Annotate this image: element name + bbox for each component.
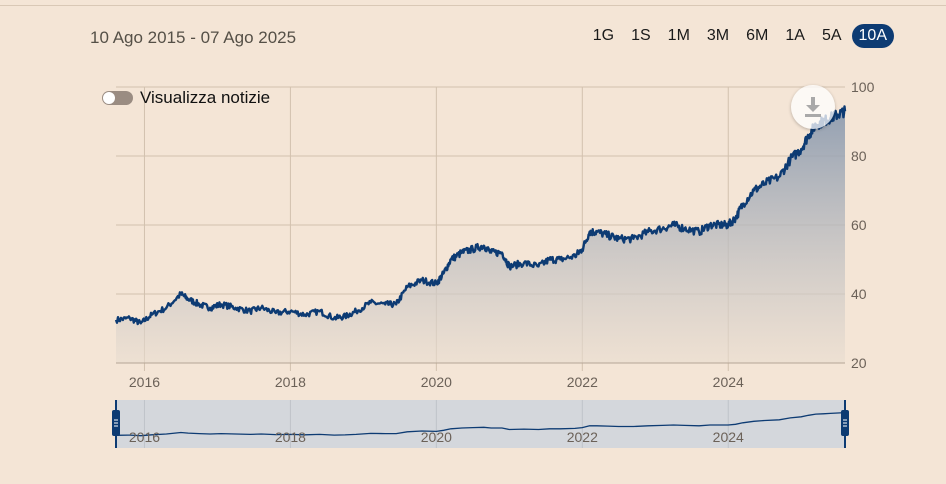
navigator-line — [115, 411, 846, 437]
y-tick-label: 40 — [851, 286, 867, 302]
navigator-tick-label: 2016 — [129, 429, 160, 445]
x-tick-label: 2020 — [421, 374, 452, 390]
y-axis-labels: 20 40 60 80 100 — [851, 79, 875, 371]
download-button[interactable] — [791, 85, 835, 129]
download-icon — [805, 97, 821, 117]
price-area-fill — [116, 106, 845, 364]
range-tab-5a[interactable]: 5A — [821, 27, 842, 44]
x-tick-label: 2016 — [129, 374, 160, 390]
range-tab-1s[interactable]: 1S — [631, 27, 651, 44]
range-tab-1m[interactable]: 1M — [667, 27, 690, 44]
navigator-handle-left[interactable] — [112, 400, 120, 448]
price-line — [114, 105, 847, 326]
navigator-gridlines — [143, 400, 729, 448]
navigator-tick-label: 2018 — [275, 429, 306, 445]
navigator-background[interactable] — [116, 400, 845, 448]
toggle-switch[interactable] — [102, 91, 133, 105]
x-axis-labels: 2016 2018 2020 2022 2024 — [129, 374, 744, 390]
navigator-tick-label: 2024 — [713, 429, 744, 445]
y-tick-label: 60 — [851, 217, 867, 233]
y-tick-label: 80 — [851, 148, 867, 164]
navigator-labels: 2016 2018 2020 2022 2024 — [129, 429, 744, 445]
top-divider — [0, 5, 946, 6]
range-tab-3m[interactable]: 3M — [706, 27, 730, 44]
navigator-tick-label: 2020 — [421, 429, 452, 445]
y-tick-label: 100 — [851, 79, 875, 95]
range-tabs: 1G 1S 1M 3M 6M 1A 5A 10A — [583, 24, 894, 48]
range-tab-6m[interactable]: 6M — [746, 27, 769, 44]
range-tab-1g[interactable]: 1G — [592, 27, 615, 44]
news-toggle-label: Visualizza notizie — [140, 88, 271, 107]
news-toggle[interactable]: Visualizza notizie — [102, 88, 270, 108]
x-tick-label: 2024 — [713, 374, 744, 390]
range-tab-1a[interactable]: 1A — [785, 27, 805, 44]
x-tick-label: 2022 — [567, 374, 598, 390]
navigator-handle-right[interactable] — [841, 400, 849, 448]
navigator-tick-label: 2022 — [567, 429, 598, 445]
x-tick-label: 2018 — [275, 374, 306, 390]
date-range-label: 10 Ago 2015 - 07 Ago 2025 — [90, 28, 297, 47]
range-tab-10a[interactable]: 10A — [851, 24, 894, 48]
y-tick-label: 20 — [851, 355, 867, 371]
